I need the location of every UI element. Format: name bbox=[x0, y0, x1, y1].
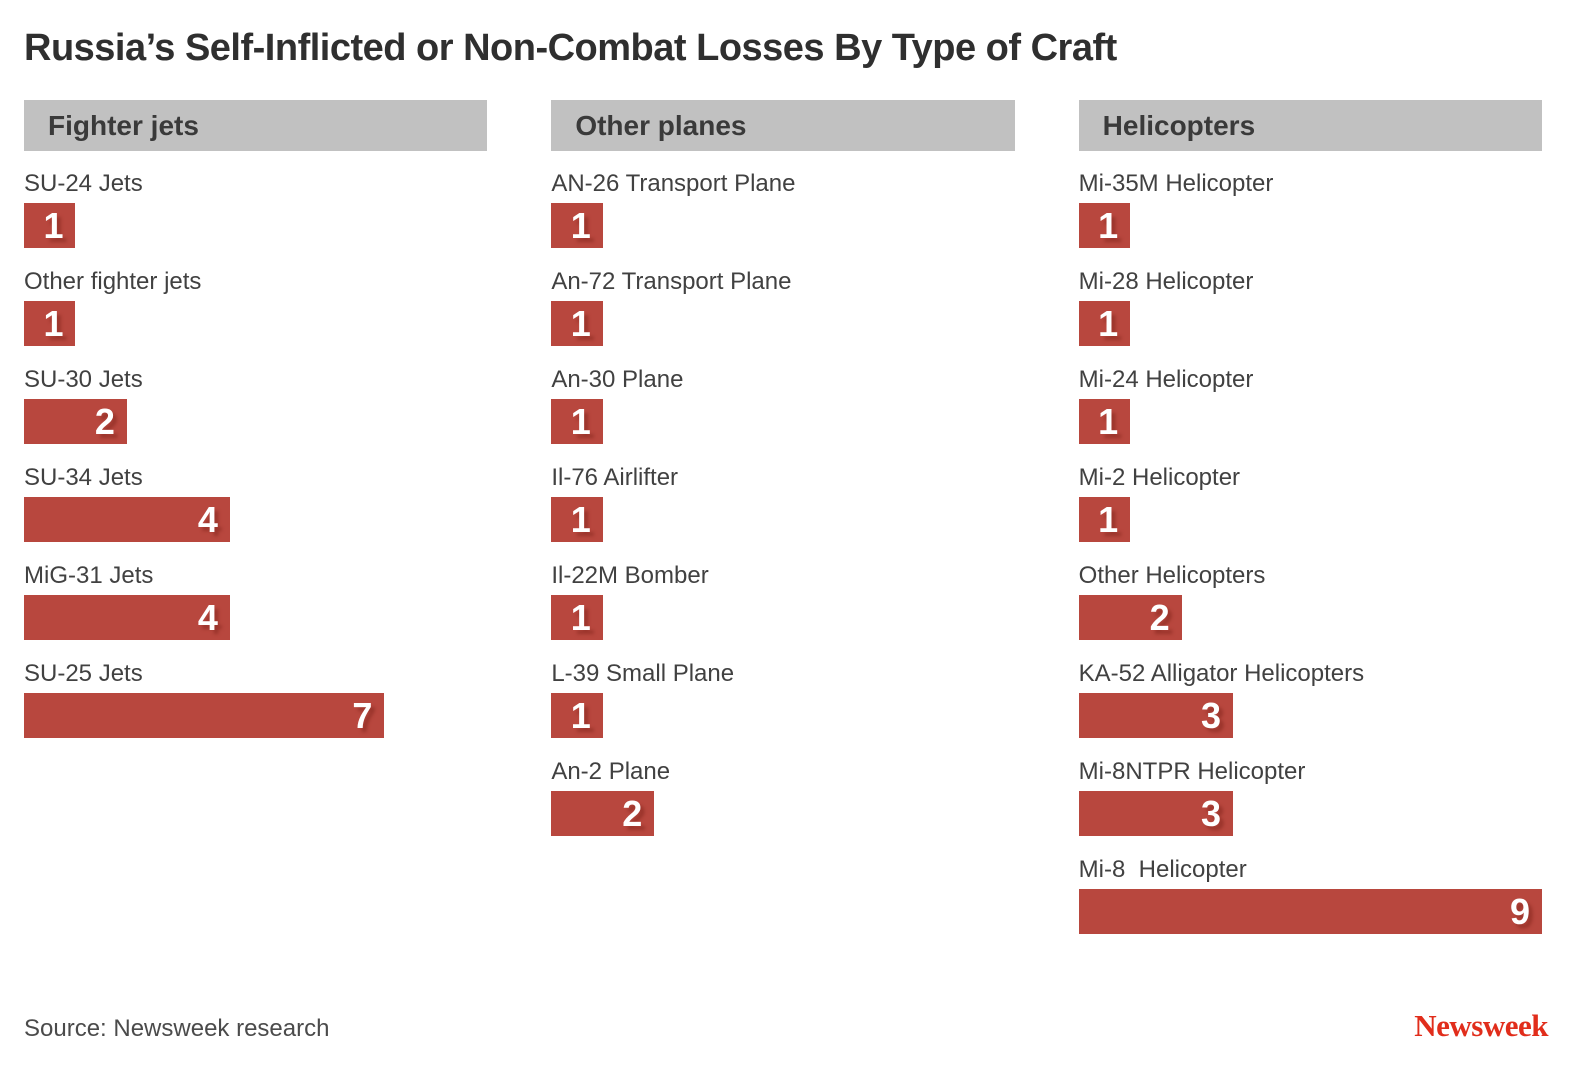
bar-value: 1 bbox=[570, 498, 591, 540]
bar: 1 bbox=[551, 399, 603, 444]
bar-row: Other fighter jets 1 bbox=[24, 270, 487, 346]
bar: 1 bbox=[24, 301, 76, 346]
bar-label: Mi-8 Helicopter bbox=[1078, 856, 1247, 883]
bar: 4 bbox=[24, 595, 230, 640]
bar-value: 1 bbox=[570, 400, 591, 442]
bar: 1 bbox=[551, 595, 603, 640]
bar-row: Mi-28 Helicopter 1 bbox=[1078, 268, 1542, 346]
bar: 1 bbox=[551, 497, 603, 542]
bar-value: 1 bbox=[1098, 204, 1119, 246]
bar-value: 3 bbox=[1201, 792, 1222, 834]
bar-label: An-30 Plane bbox=[551, 366, 684, 393]
bar-label: Other Helicopters bbox=[1078, 562, 1266, 589]
bar: 1 bbox=[551, 693, 603, 738]
bar-row: Mi-8NTPR Helicopter 3 bbox=[1078, 758, 1542, 836]
bar: 1 bbox=[24, 203, 76, 248]
bar-row: Mi-2 Helicopter 1 bbox=[1078, 464, 1542, 542]
bar-label: SU-24 Jets bbox=[24, 170, 143, 197]
bar-row: Other Helicopters 2 bbox=[1078, 562, 1542, 640]
bar-row: An-30 Plane 1 bbox=[551, 368, 1014, 444]
bar-label: MiG-31 Jets bbox=[24, 562, 154, 589]
bar-label: KA-52 Alligator Helicopters bbox=[1078, 660, 1365, 687]
bar: 1 bbox=[1078, 497, 1131, 542]
bar-row: Il-22M Bomber 1 bbox=[551, 564, 1014, 640]
bar-label: Mi-35M Helicopter bbox=[1078, 170, 1274, 197]
bar-value: 1 bbox=[43, 204, 64, 246]
bar-row: Mi-35M Helicopter 1 bbox=[1078, 170, 1542, 248]
bar-row: SU-30 Jets 2 bbox=[24, 368, 487, 444]
bar-value: 1 bbox=[43, 302, 64, 344]
column-header: Fighter jets bbox=[24, 100, 488, 151]
bar-row: Il-76 Airlifter 1 bbox=[551, 466, 1014, 542]
bar-row: SU-24 Jets 1 bbox=[24, 172, 487, 248]
bar-row: SU-34 Jets 4 bbox=[24, 466, 487, 542]
bar: 1 bbox=[1078, 399, 1131, 444]
bar-label: Mi-8NTPR Helicopter bbox=[1078, 758, 1306, 785]
bar-label: SU-30 Jets bbox=[24, 366, 143, 393]
bar-label: Il-22M Bomber bbox=[551, 562, 709, 589]
bar-row: KA-52 Alligator Helicopters 3 bbox=[1078, 660, 1542, 738]
bar-label: AN-26 Transport Plane bbox=[551, 170, 796, 197]
page-title: Russia’s Self-Inflicted or Non-Combat Lo… bbox=[24, 27, 1117, 69]
bar-label: An-72 Transport Plane bbox=[551, 268, 792, 295]
bar-row: AN-26 Transport Plane 1 bbox=[551, 172, 1014, 248]
newsweek-logo: Newsweek bbox=[1414, 1008, 1548, 1043]
bar-value: 1 bbox=[570, 596, 591, 638]
bar-label: L-39 Small Plane bbox=[551, 660, 735, 687]
bar-value: 4 bbox=[197, 498, 218, 540]
bar-row: L-39 Small Plane 1 bbox=[551, 662, 1014, 738]
bar-value: 7 bbox=[352, 694, 373, 736]
bar-row: An-72 Transport Plane 1 bbox=[551, 270, 1014, 346]
bar-label: Other fighter jets bbox=[24, 268, 202, 295]
bar-label: SU-25 Jets bbox=[24, 660, 143, 687]
column-header: Helicopters bbox=[1078, 100, 1542, 151]
chart-columns: Fighter jets SU-24 Jets 1 Other fighter jet… bbox=[24, 100, 1542, 956]
bar-value: 1 bbox=[570, 204, 591, 246]
bar-row: MiG-31 Jets 4 bbox=[24, 564, 487, 640]
bar-row: Mi-8 Helicopter 9 bbox=[1078, 856, 1542, 934]
bar-value: 1 bbox=[1098, 498, 1119, 540]
chart-column: Fighter jets SU-24 Jets 1 Other fighter jet… bbox=[24, 100, 488, 956]
source-text: Source: Newsweek research bbox=[24, 1015, 330, 1042]
bar-label: Mi-24 Helicopter bbox=[1078, 366, 1254, 393]
chart-column: Helicopters Mi-35M Helicopter 1 Mi-28 Helic… bbox=[1078, 100, 1542, 956]
footer: Source: Newsweek research Newsweek bbox=[24, 1008, 1548, 1044]
bar-label: SU-34 Jets bbox=[24, 464, 143, 491]
bar-value: 9 bbox=[1509, 890, 1530, 932]
bar-value: 2 bbox=[622, 792, 643, 834]
bar: 4 bbox=[24, 497, 230, 542]
bar: 3 bbox=[1078, 693, 1234, 738]
bar-value: 2 bbox=[94, 400, 115, 442]
bar: 1 bbox=[1078, 203, 1131, 248]
bar-value: 1 bbox=[1098, 302, 1119, 344]
bar: 1 bbox=[1078, 301, 1131, 346]
bar-value: 3 bbox=[1201, 694, 1222, 736]
bar-row: SU-25 Jets 7 bbox=[24, 662, 487, 738]
bar-row: An-2 Plane 2 bbox=[551, 760, 1014, 836]
bar: 2 bbox=[1078, 595, 1182, 640]
bar: 1 bbox=[551, 301, 603, 346]
column-header: Other planes bbox=[551, 100, 1015, 151]
bar: 2 bbox=[24, 399, 127, 444]
bar-label: Mi-2 Helicopter bbox=[1078, 464, 1241, 491]
bar: 1 bbox=[551, 203, 603, 248]
bar: 2 bbox=[551, 791, 655, 836]
bar: 3 bbox=[1078, 791, 1234, 836]
bar-label: An-2 Plane bbox=[551, 758, 671, 785]
bar: 9 bbox=[1078, 889, 1542, 934]
bar-value: 4 bbox=[197, 596, 218, 638]
bar-label: Il-76 Airlifter bbox=[551, 464, 679, 491]
bar-label: Mi-28 Helicopter bbox=[1078, 268, 1254, 295]
bar-row: Mi-24 Helicopter 1 bbox=[1078, 366, 1542, 444]
chart-column: Other planes AN-26 Transport Plane 1 An-72 … bbox=[551, 100, 1015, 956]
bar-value: 1 bbox=[1098, 400, 1119, 442]
bar-value: 2 bbox=[1149, 596, 1170, 638]
bar-value: 1 bbox=[570, 302, 591, 344]
bar-value: 1 bbox=[570, 694, 591, 736]
bar: 7 bbox=[24, 693, 385, 738]
